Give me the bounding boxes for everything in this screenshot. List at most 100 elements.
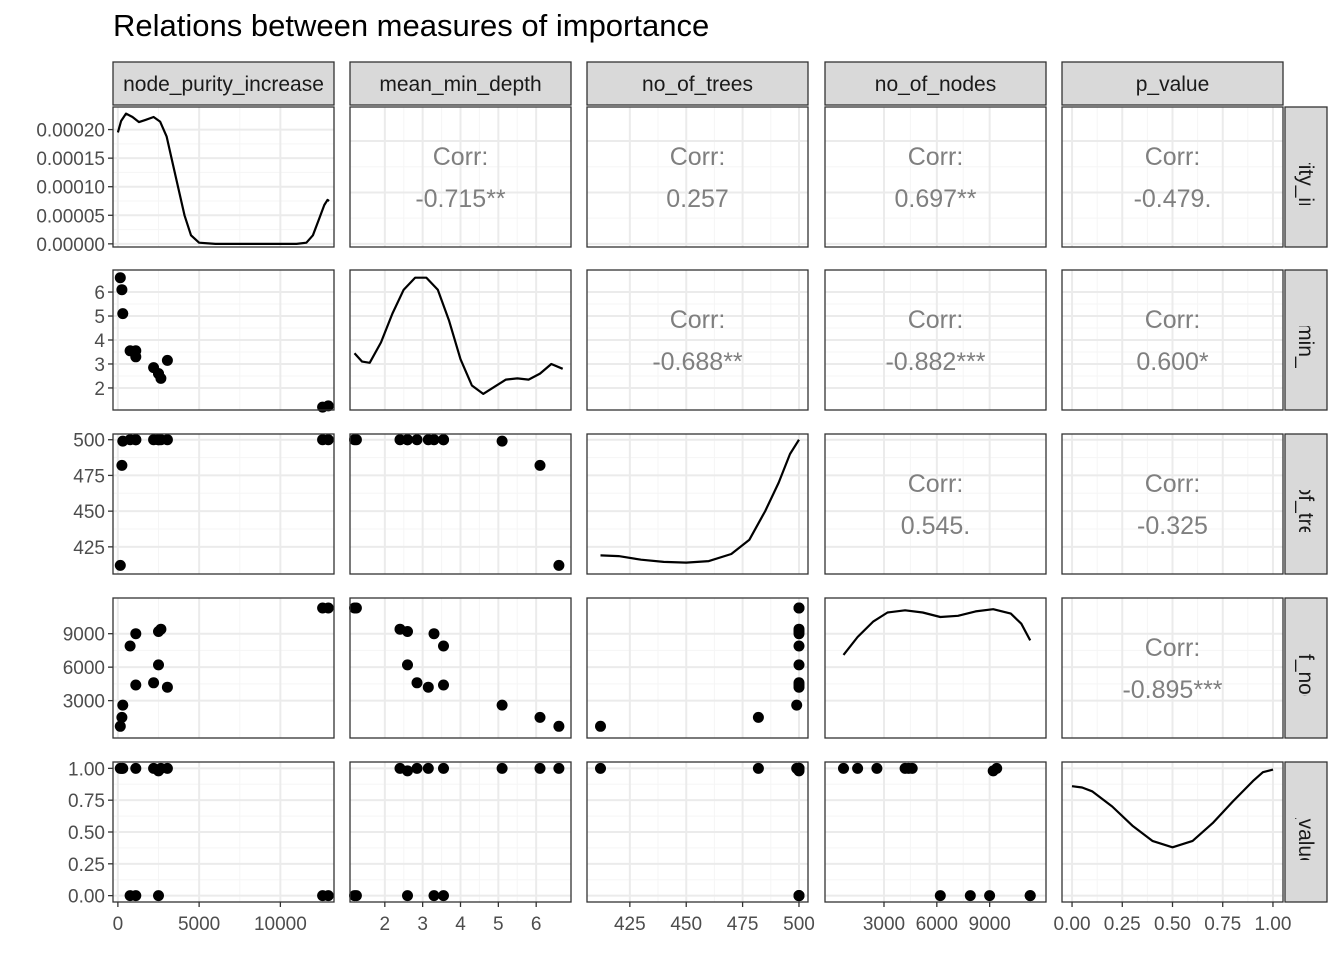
panel-mean_min_depth-vs-node_purity_increase	[113, 270, 334, 410]
x-tick-label: 6	[531, 914, 542, 935]
y-tick-label: 450	[73, 502, 105, 523]
row-strip-mean_min_depth: ean_min_dep	[1284, 269, 1328, 411]
panel-no_of_trees-vs-node_purity_increase	[113, 434, 334, 574]
scatter-point	[752, 711, 764, 723]
y-tick-label: 0.00015	[36, 149, 105, 170]
panel-border	[824, 597, 1047, 739]
strip-background	[824, 61, 1047, 106]
scatter-point	[553, 559, 565, 571]
scatter-point	[791, 762, 803, 774]
corr-value: -0.715**	[415, 185, 506, 213]
corr-value: -0.688**	[652, 348, 743, 376]
scatter-point	[116, 459, 128, 471]
y-tick-label: 2	[94, 379, 105, 400]
scatter-point	[411, 762, 423, 774]
panel-border	[112, 597, 335, 739]
panel-border	[1061, 597, 1284, 739]
strip-background	[1284, 106, 1328, 248]
panel-border	[349, 106, 572, 248]
scatter-point	[903, 762, 915, 774]
x-tick-label: 3	[417, 914, 428, 935]
panel-no_of_trees-vs-no_of_nodes	[825, 434, 1046, 574]
scatter-point	[934, 890, 946, 902]
panel-p_value-vs-p_value	[1062, 762, 1283, 902]
scatter-point	[534, 711, 546, 723]
scatter-point	[1024, 890, 1036, 902]
strip-background	[586, 61, 809, 106]
scatter-point	[124, 640, 136, 652]
corr-label: Corr:	[1145, 470, 1201, 498]
y-tick-label: 6000	[63, 658, 105, 679]
panel-border	[349, 433, 572, 575]
x-tick-label: 1.00	[1254, 914, 1291, 935]
strip-label: no_of_nodes	[875, 73, 996, 96]
row-strip-p_value: p_value	[1284, 761, 1328, 903]
y-tick-label: 475	[73, 466, 105, 487]
scatter-point	[411, 434, 423, 446]
scatter-point	[161, 762, 173, 774]
scatter-point	[793, 659, 805, 671]
scatter-point	[153, 659, 164, 671]
corr-label: Corr:	[670, 143, 726, 171]
scatter-point	[322, 602, 334, 614]
panel-background	[825, 434, 1046, 574]
x-tick-label: 500	[783, 914, 815, 935]
strip-background	[1284, 269, 1328, 411]
panel-border	[1061, 106, 1284, 248]
scatter-point	[871, 762, 883, 774]
scatter-point	[793, 602, 805, 614]
panel-p_value-vs-node_purity_increase	[113, 762, 334, 902]
panel-no_of_trees-vs-p_value	[1062, 434, 1283, 574]
y-tick-label: 0.00	[68, 887, 105, 908]
scatter-point	[402, 626, 413, 637]
corr-label: Corr:	[433, 143, 489, 171]
scatter-point	[964, 890, 976, 902]
scatter-point	[411, 677, 423, 689]
scatter-point	[496, 762, 508, 774]
scatter-point	[987, 765, 999, 777]
scatter-point	[402, 434, 413, 446]
scatter-point	[534, 459, 546, 471]
scatter-point	[553, 762, 565, 774]
panel-border	[112, 433, 335, 575]
panel-border	[586, 761, 809, 903]
x-tick-label: 0.25	[1104, 914, 1141, 935]
corr-value: 0.545.	[901, 512, 971, 540]
scatter-point	[402, 890, 413, 902]
scatter-point	[595, 762, 606, 774]
strip-background	[1284, 761, 1328, 903]
scatter-point	[422, 681, 434, 693]
scatter-point	[117, 308, 129, 320]
panel-border	[824, 433, 1047, 575]
scatter-point	[438, 890, 449, 902]
scatter-point	[161, 434, 173, 446]
scatter-point	[322, 890, 334, 902]
y-tick-label: 3000	[63, 692, 105, 713]
scatter-point	[793, 890, 805, 902]
strip-background	[1061, 61, 1284, 106]
panel-border	[824, 269, 1047, 411]
density-curve-node_purity_increase	[116, 112, 330, 245]
y-tick-label: 500	[73, 431, 105, 452]
x-tick-label: 10000	[254, 914, 307, 935]
panel-border	[1061, 269, 1284, 411]
x-tick-label: 425	[614, 914, 646, 935]
corr-value: -0.325	[1137, 512, 1208, 540]
density-curve-no_of_nodes	[842, 608, 1032, 656]
x-tick-label: 450	[670, 914, 702, 935]
x-tick-label: 2	[380, 914, 391, 935]
scatter-point	[752, 762, 764, 774]
row-strip-no_of_nodes: no_of_nodes	[1284, 597, 1328, 739]
panel-border	[349, 269, 572, 411]
scatter-point	[350, 602, 362, 614]
column-strip-no_of_nodes: no_of_nodes	[824, 61, 1047, 106]
strip-label: no_of_trees	[1294, 449, 1317, 560]
panel-background	[113, 434, 334, 574]
corr-value: -0.479.	[1134, 185, 1212, 213]
panel-p_value-vs-mean_min_depth	[350, 762, 571, 902]
scatter-point	[116, 284, 128, 296]
panel-border	[824, 761, 1047, 903]
scatter-point	[148, 677, 160, 689]
scatter-point	[791, 699, 803, 711]
